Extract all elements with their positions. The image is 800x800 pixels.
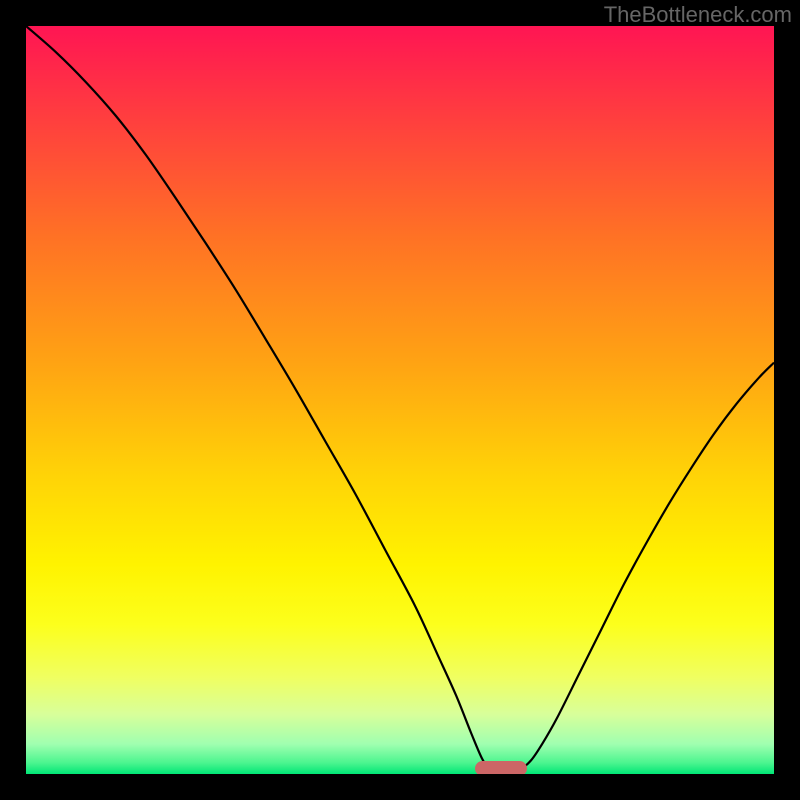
curve-layer — [26, 26, 774, 774]
optimum-marker — [475, 761, 527, 774]
bottleneck-curve — [26, 26, 774, 772]
plot-area — [26, 26, 774, 774]
watermark-text: TheBottleneck.com — [604, 2, 792, 28]
